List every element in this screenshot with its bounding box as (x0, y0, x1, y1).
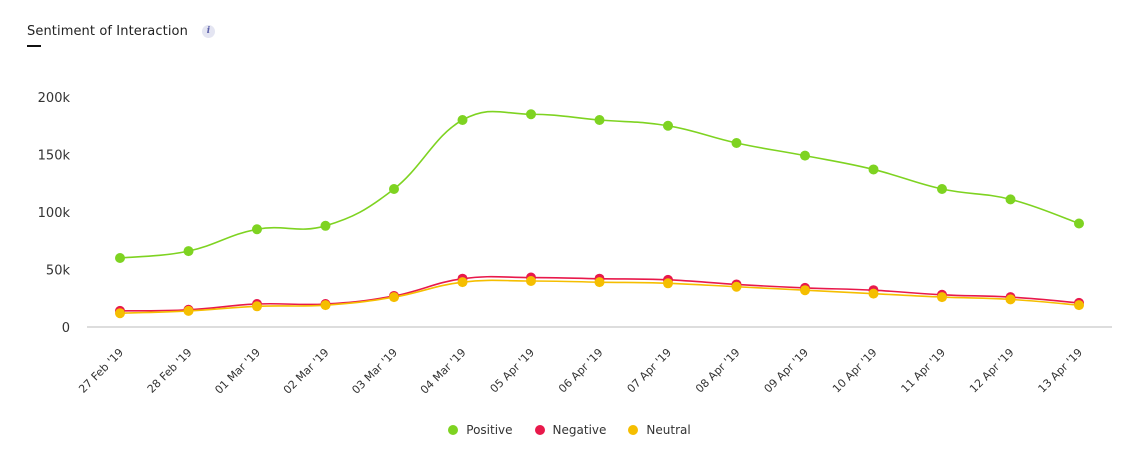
data-point-neutral (320, 300, 331, 311)
y-tick-label: 0 (62, 321, 70, 336)
data-point-neutral (1074, 300, 1084, 311)
x-tick-label: 04 Mar '19 (418, 346, 469, 397)
legend-label: Positive (466, 423, 513, 437)
x-tick-label: 09 Apr '19 (762, 346, 812, 396)
data-point-neutral (1005, 294, 1016, 305)
x-tick-label: 10 Apr '19 (830, 346, 880, 396)
data-point-positive (594, 115, 605, 125)
legend-dot-icon (628, 425, 639, 435)
info-icon[interactable]: i (201, 25, 215, 38)
x-tick-label: 28 Feb '19 (145, 346, 195, 396)
data-point-positive (320, 220, 331, 231)
chart-header: Sentiment of Interaction i (27, 24, 215, 39)
chart-legend: Positive Negative Neutral (0, 423, 1139, 437)
data-point-positive (389, 184, 399, 194)
data-point-positive (731, 138, 742, 148)
data-point-positive (457, 115, 468, 125)
data-point-neutral (594, 277, 605, 288)
data-point-positive (115, 253, 125, 263)
y-tick-label: 100k (38, 206, 71, 221)
chart-title: Sentiment of Interaction (27, 24, 188, 39)
data-point-neutral (800, 285, 810, 296)
legend-label: Negative (552, 423, 607, 437)
data-point-neutral (731, 281, 742, 292)
data-point-positive (183, 246, 194, 257)
data-point-positive (1005, 194, 1016, 205)
legend-item-neutral[interactable]: Neutral (628, 423, 691, 437)
y-tick-label: 50k (46, 264, 71, 279)
x-tick-label: 07 Apr '19 (625, 346, 675, 396)
x-tick-label: 13 Apr '19 (1036, 346, 1086, 396)
data-point-positive (526, 109, 536, 120)
data-point-positive (1074, 218, 1084, 229)
title-underline (27, 45, 41, 47)
data-point-neutral (663, 278, 673, 289)
series-line-positive (119, 110, 1080, 259)
data-point-neutral (937, 292, 947, 303)
data-point-positive (868, 164, 879, 175)
x-tick-label: 12 Apr '19 (967, 346, 1017, 396)
x-tick-label: 08 Apr '19 (693, 346, 743, 396)
data-point-neutral (252, 301, 262, 312)
data-point-positive (937, 184, 947, 194)
legend-item-positive[interactable]: Positive (448, 423, 513, 437)
data-point-positive (663, 120, 673, 131)
x-tick-label: 06 Apr '19 (556, 346, 606, 396)
data-point-positive (252, 224, 262, 235)
data-point-neutral (115, 308, 125, 319)
legend-dot-icon (534, 425, 545, 435)
data-point-neutral (183, 305, 194, 316)
legend-label: Neutral (646, 423, 691, 437)
data-point-positive (800, 150, 810, 161)
data-point-neutral (526, 276, 536, 286)
legend-dot-icon (448, 425, 459, 435)
x-tick-label: 03 Mar '19 (349, 346, 400, 397)
y-tick-label: 150k (38, 149, 71, 164)
y-tick-label: 200k (38, 91, 71, 106)
x-tick-label: 05 Apr '19 (488, 346, 538, 396)
x-tick-label: 01 Mar '19 (212, 346, 263, 397)
x-tick-label: 11 Apr '19 (899, 346, 949, 396)
data-point-neutral (868, 288, 879, 299)
data-point-neutral (457, 277, 468, 288)
data-point-neutral (389, 292, 399, 303)
legend-item-negative[interactable]: Negative (534, 423, 607, 437)
x-tick-label: 27 Feb '19 (76, 346, 126, 396)
x-tick-label: 02 Mar '19 (281, 346, 332, 397)
